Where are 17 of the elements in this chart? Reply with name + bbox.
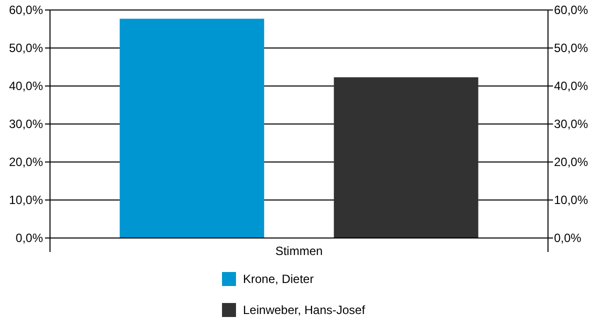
- y-tick-label: 60,0%: [8, 3, 44, 18]
- text: 0,0%: [554, 231, 582, 246]
- y-tick-label: 10,0%: [8, 193, 44, 208]
- x-tick-label: Stimmen: [275, 244, 323, 258]
- text: 60,0%: [554, 3, 588, 18]
- y-tick-label: 40,0%: [8, 79, 44, 94]
- text: 10,0%: [554, 193, 588, 208]
- text: 30,0%: [554, 117, 588, 132]
- text: 50,0%: [554, 41, 588, 56]
- y-tick-label: 20,0%: [8, 155, 44, 170]
- y-tick-label: 30,0%: [8, 117, 44, 132]
- y-tick-label: 50,0%: [8, 41, 44, 56]
- y-tick-label: 0,0%: [16, 231, 44, 246]
- text: 40,0%: [554, 79, 588, 94]
- legend-label: Leinweber, Hans-Josef: [243, 303, 366, 318]
- legend-label: Krone, Dieter: [243, 272, 314, 286]
- text: 20,0%: [554, 155, 588, 170]
